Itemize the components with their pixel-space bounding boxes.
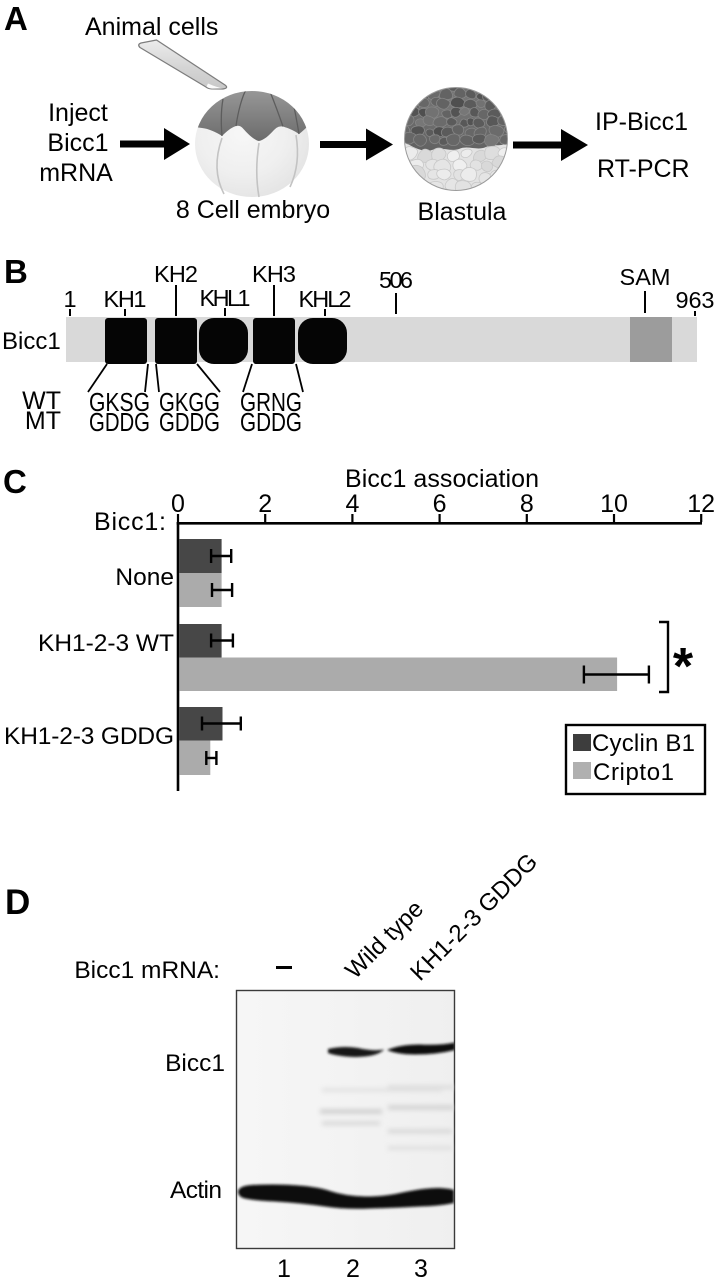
svg-text:Inject: Inject	[48, 99, 108, 127]
svg-text:12: 12	[687, 490, 715, 518]
svg-text:Cyclin B1: Cyclin B1	[592, 730, 695, 757]
svg-text:3: 3	[414, 1255, 428, 1280]
svg-text:Animal cells: Animal cells	[85, 13, 218, 41]
svg-text:0: 0	[171, 490, 185, 518]
svg-text:KHL2: KHL2	[299, 286, 352, 312]
svg-text:1: 1	[63, 286, 76, 312]
svg-text:2: 2	[258, 490, 272, 518]
svg-text:6: 6	[433, 490, 447, 518]
svg-text:None: None	[115, 564, 174, 591]
svg-text:Bicc1: Bicc1	[165, 1050, 225, 1077]
svg-text:506: 506	[379, 267, 413, 293]
svg-text:B: B	[4, 253, 28, 290]
svg-text:4: 4	[345, 490, 359, 518]
svg-text:mRNA: mRNA	[39, 159, 113, 187]
svg-text:GRNG: GRNG	[240, 387, 302, 417]
svg-text:MT: MT	[25, 407, 61, 435]
svg-text:Bicc1: Bicc1	[47, 129, 108, 157]
svg-text:Bicc1: Bicc1	[2, 328, 61, 355]
svg-text:KHL1: KHL1	[200, 285, 251, 311]
svg-text:8 Cell embryo: 8 Cell embryo	[176, 196, 330, 224]
svg-text:Actin: Actin	[170, 1177, 222, 1204]
svg-text:KH1: KH1	[104, 286, 147, 312]
svg-text:2: 2	[346, 1255, 360, 1280]
svg-text:1: 1	[277, 1255, 291, 1280]
svg-text:A: A	[4, 0, 28, 37]
svg-text:SAM: SAM	[620, 264, 671, 290]
svg-text:Bicc1:: Bicc1:	[94, 508, 166, 536]
svg-text:RT-PCR: RT-PCR	[597, 155, 690, 183]
svg-text:GDDG: GDDG	[89, 407, 150, 437]
svg-text:*: *	[673, 638, 694, 696]
svg-text:GKSG: GKSG	[89, 387, 150, 417]
svg-text:Blastula: Blastula	[418, 198, 507, 226]
svg-text:GKGG: GKGG	[159, 387, 220, 417]
svg-text:KH2: KH2	[154, 261, 198, 287]
svg-text:WT: WT	[22, 387, 61, 415]
svg-text:KH3: KH3	[252, 261, 296, 287]
svg-text:GDDG: GDDG	[159, 407, 220, 437]
svg-text:963: 963	[676, 287, 715, 313]
svg-text:8: 8	[520, 490, 534, 518]
svg-text:Cripto1: Cripto1	[593, 759, 674, 786]
svg-text:D: D	[5, 883, 30, 922]
svg-text:KH1-2-3 GDDG: KH1-2-3 GDDG	[4, 723, 174, 750]
svg-text:IP-Bicc1: IP-Bicc1	[595, 108, 688, 136]
svg-text:C: C	[3, 463, 27, 500]
svg-text:GDDG: GDDG	[240, 407, 302, 437]
svg-text:Bicc1 mRNA:: Bicc1 mRNA:	[74, 957, 220, 984]
svg-text:KH1-2-3 WT: KH1-2-3 WT	[38, 630, 174, 657]
svg-text:10: 10	[600, 490, 628, 518]
svg-text:Bicc1 association: Bicc1 association	[345, 465, 539, 493]
